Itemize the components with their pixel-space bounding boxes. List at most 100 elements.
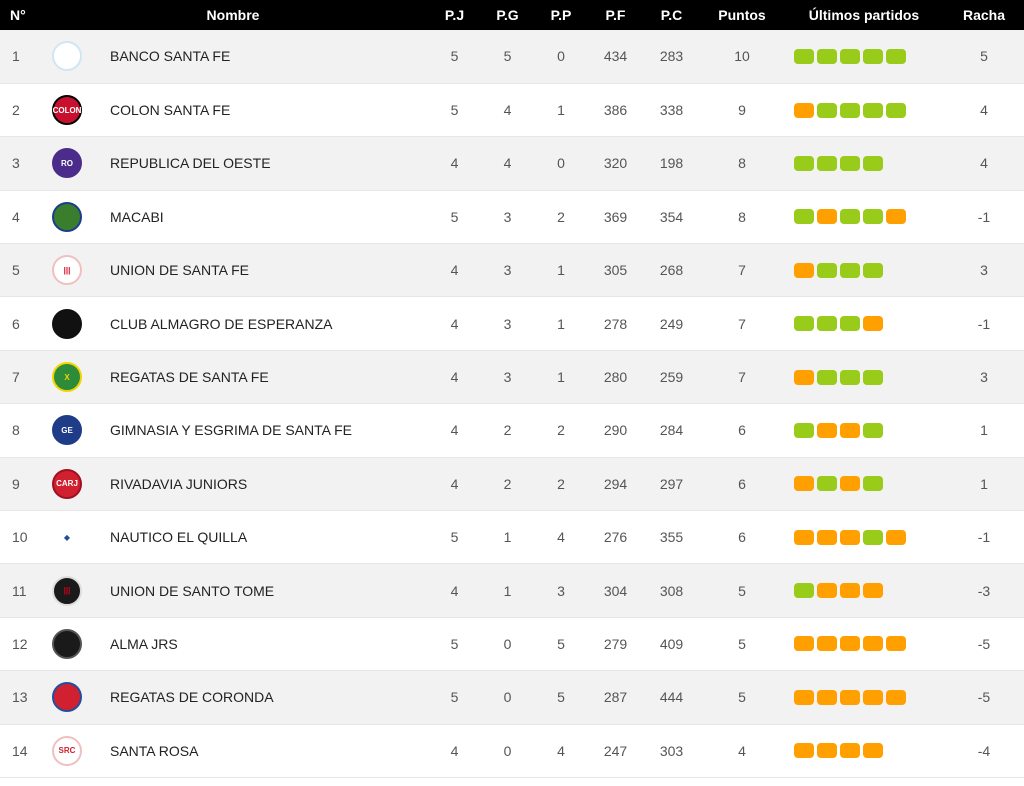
team-wrap: MACABI [38, 201, 428, 232]
win-pill [840, 102, 860, 118]
played-cell: 4 [450, 315, 459, 332]
team-name[interactable]: ALMA JRS [110, 635, 178, 652]
position-cell: 2 [12, 102, 20, 119]
position-cell: 10 [12, 529, 28, 546]
team-name[interactable]: REGATAS DE SANTA FE [110, 369, 269, 386]
team-name[interactable]: SANTA ROSA [110, 742, 199, 759]
loss-pill [886, 636, 906, 652]
streak-cell: 5 [980, 48, 988, 65]
header-played: P.J [444, 7, 465, 23]
team-name[interactable]: REPUBLICA DEL OESTE [110, 155, 271, 172]
loss-pill [794, 102, 814, 118]
win-pill [794, 155, 814, 171]
team-wrap: SRC SANTA ROSA [38, 735, 428, 766]
team-name[interactable]: CLUB ALMAGRO DE ESPERANZA [110, 315, 333, 332]
team-wrap: CLUB ALMAGRO DE ESPERANZA [38, 308, 428, 339]
points-cell: 8 [738, 155, 746, 172]
header-points: Puntos [718, 7, 766, 23]
streak-cell: -4 [977, 742, 991, 759]
played-cell: 5 [450, 635, 459, 652]
table-row[interactable]: 2 COLON COLON SANTA FE 5 4 1 386 338 9 4 [0, 83, 1024, 137]
points-for-cell: 294 [603, 475, 628, 492]
table-body: 1 BANCO SANTA FE 5 5 0 434 283 10 5 2 COLON COLON S… [0, 30, 1024, 778]
table-row[interactable]: 1 BANCO SANTA FE 5 5 0 434 283 10 5 [0, 30, 1024, 84]
streak-cell: -1 [977, 208, 991, 225]
streak-cell: 4 [980, 102, 988, 119]
points-against-cell: 198 [659, 155, 684, 172]
table-row[interactable]: 12 ALMA JRS 5 0 5 279 409 5 -5 [0, 617, 1024, 671]
position-cell: 12 [12, 635, 28, 652]
team-name[interactable]: MACABI [110, 208, 164, 225]
form-pills [784, 262, 944, 278]
position-cell: 3 [12, 155, 20, 172]
table-row[interactable]: 11 ||| UNION DE SANTO TOME 4 1 3 304 308 5 -3 [0, 563, 1024, 618]
win-pill [817, 262, 837, 278]
points-cell: 7 [738, 315, 746, 332]
points-cell: 4 [738, 742, 746, 759]
table-row[interactable]: 5 ||| UNION DE SANTA FE 4 3 1 305 268 7 3 [0, 243, 1024, 297]
points-for-cell: 276 [603, 529, 628, 546]
played-cell: 4 [450, 742, 459, 759]
table-row[interactable]: 10 ◆ NAUTICO EL QUILLA 5 1 4 276 355 6 -1 [0, 510, 1024, 564]
team-name[interactable]: UNION DE SANTO TOME [110, 582, 275, 599]
team-name[interactable]: REGATAS DE CORONDA [110, 689, 274, 706]
win-pill [840, 369, 860, 385]
header-lost: P.P [550, 7, 572, 23]
team-wrap: RO REPUBLICA DEL OESTE [38, 148, 428, 179]
win-pill [886, 48, 906, 64]
table-row[interactable]: 6 CLUB ALMAGRO DE ESPERANZA 4 3 1 278 249 7 -1 [0, 296, 1024, 351]
team-name[interactable]: BANCO SANTA FE [110, 48, 231, 65]
loss-pill [817, 636, 837, 652]
header-row: N° Nombre P.J P.G P.P P.F P.C Puntos Últ… [0, 0, 1024, 30]
rivadavia-logo-icon: CARJ [52, 468, 82, 499]
loss-pill [886, 689, 906, 705]
lost-cell: 5 [557, 689, 565, 706]
played-cell: 4 [450, 475, 459, 492]
streak-cell: 3 [980, 262, 988, 279]
win-pill [817, 476, 837, 492]
table-row[interactable]: 9 CARJ RIVADAVIA JUNIORS 4 2 2 294 297 6 1 [0, 457, 1024, 511]
points-for-cell: 369 [603, 208, 628, 225]
lost-cell: 4 [557, 742, 565, 759]
win-pill [863, 262, 883, 278]
team-name[interactable]: NAUTICO EL QUILLA [110, 529, 248, 546]
table-row[interactable]: 13 REGATAS DE CORONDA 5 0 5 287 444 5 -5 [0, 670, 1024, 725]
team-name[interactable]: COLON SANTA FE [110, 102, 231, 119]
header-position: N° [10, 7, 26, 23]
win-pill [817, 316, 837, 332]
points-against-cell: 259 [659, 369, 684, 386]
last-matches-cell [784, 511, 944, 564]
won-cell: 5 [503, 48, 512, 65]
won-cell: 0 [503, 742, 512, 759]
points-against-cell: 444 [659, 689, 684, 706]
points-for-cell: 304 [603, 582, 628, 599]
lost-cell: 0 [557, 48, 565, 65]
table-row[interactable]: 4 MACABI 5 3 2 369 354 8 -1 [0, 190, 1024, 244]
almagro-logo-icon [52, 308, 82, 339]
team-cell: MACABI [38, 190, 428, 243]
table-row[interactable]: 8 GE GIMNASIA Y ESGRIMA DE SANTA FE 4 2 2 290 2… [0, 403, 1024, 458]
table-row[interactable]: 7 X REGATAS DE SANTA FE 4 3 1 280 259 7 3 [0, 350, 1024, 404]
team-name[interactable]: RIVADAVIA JUNIORS [110, 475, 248, 492]
team-wrap: X REGATAS DE SANTA FE [38, 362, 428, 393]
team-wrap: ||| UNION DE SANTA FE [38, 255, 428, 286]
header-streak: Racha [962, 7, 1006, 23]
loss-pill [817, 529, 837, 545]
won-cell: 3 [503, 262, 512, 279]
team-wrap: BANCO SANTA FE [38, 41, 428, 72]
form-pills [784, 155, 944, 171]
table-row[interactable]: 3 RO REPUBLICA DEL OESTE 4 4 0 320 198 8 4 [0, 136, 1024, 191]
position-cell: 6 [12, 315, 20, 332]
header-points-for: P.F [605, 7, 626, 23]
team-cell: X REGATAS DE SANTA FE [38, 350, 428, 403]
loss-pill [863, 743, 883, 759]
team-name[interactable]: UNION DE SANTA FE [110, 262, 249, 279]
position-cell: 11 [12, 582, 27, 599]
points-cell: 10 [734, 48, 750, 65]
team-name[interactable]: GIMNASIA Y ESGRIMA DE SANTA FE [110, 422, 352, 439]
union-santo-tome-logo-icon: ||| [52, 575, 82, 606]
win-pill [794, 583, 814, 599]
team-cell: ||| UNION DE SANTO TOME [38, 564, 428, 617]
points-for-cell: 278 [603, 315, 628, 332]
table-row[interactable]: 14 SRC SANTA ROSA 4 0 4 247 303 4 -4 [0, 724, 1024, 778]
